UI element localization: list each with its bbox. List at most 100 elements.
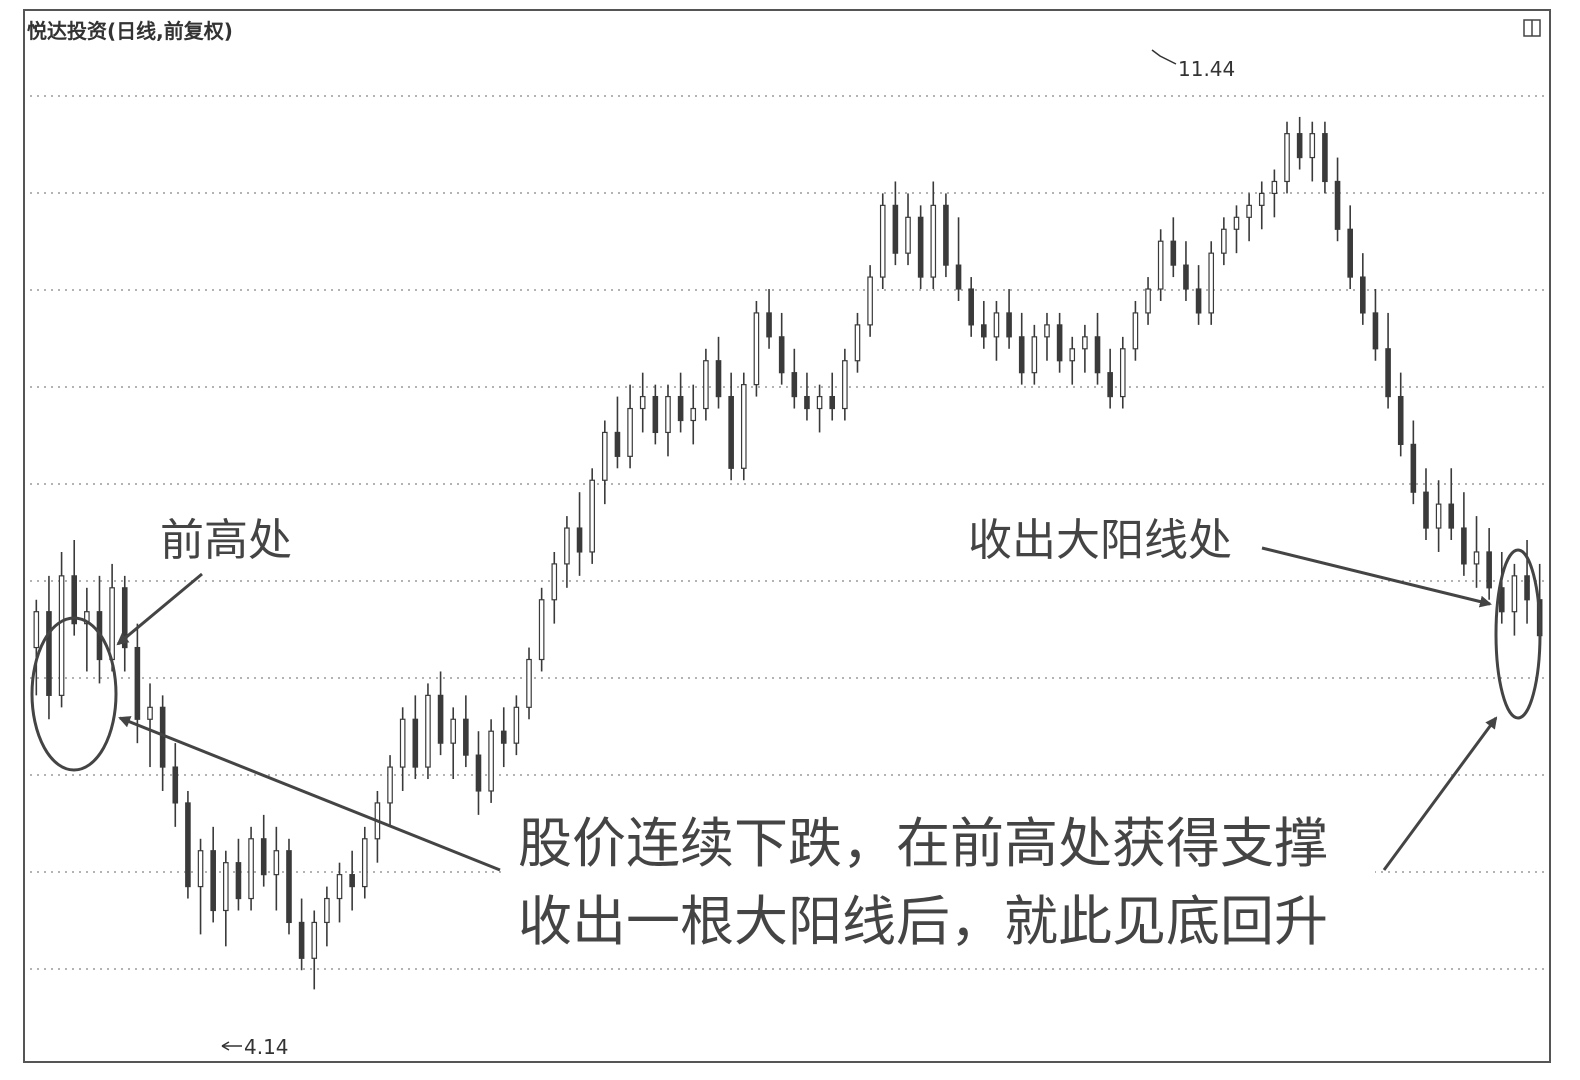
candle-body-up — [1145, 288, 1151, 314]
candle — [981, 300, 987, 349]
high-price-label: 11.44 — [1178, 57, 1235, 81]
candle — [753, 300, 760, 397]
candle — [1107, 348, 1113, 409]
note-line-2: 收出一根大阳线后，就此见底回升 — [518, 890, 1328, 953]
candle-body-down — [804, 395, 810, 410]
arrow-prev-high — [116, 572, 203, 646]
candle — [298, 898, 305, 971]
candle — [917, 205, 924, 290]
candle-body-up — [842, 360, 848, 410]
candle-body-down — [210, 850, 216, 912]
candle-body-down — [500, 730, 507, 744]
candle — [905, 193, 911, 266]
candle-body-up — [58, 575, 65, 696]
candle — [223, 850, 229, 947]
candle-body-up — [1473, 551, 1480, 565]
candle-body-up — [1069, 348, 1076, 362]
candle-body-down — [71, 575, 78, 625]
candle-body-up — [753, 312, 760, 386]
candle — [955, 217, 962, 301]
candle — [185, 790, 191, 899]
candle — [437, 671, 444, 756]
candle-body-up — [324, 897, 330, 924]
candle — [1233, 205, 1240, 254]
candle — [248, 826, 254, 911]
candle — [260, 814, 267, 887]
candle-body-up — [1132, 312, 1139, 350]
candle-body-down — [260, 838, 267, 876]
candle — [791, 348, 798, 409]
candle-body-up — [425, 694, 431, 768]
candle-body-up — [930, 204, 937, 278]
candle-body-up — [336, 874, 343, 900]
candle-body-up — [564, 527, 570, 565]
candle-body-up — [273, 850, 280, 876]
candle — [513, 695, 520, 756]
candle-body-down — [463, 718, 469, 756]
candle-body-down — [172, 766, 179, 804]
candle-body-down — [677, 395, 684, 422]
candle-body-up — [84, 611, 90, 625]
chart-frame-border — [23, 9, 1551, 1063]
candle — [1524, 540, 1530, 624]
candle — [46, 575, 52, 720]
candle-body-down — [185, 802, 191, 888]
candle-body-down — [298, 921, 305, 959]
candle — [197, 838, 204, 935]
candle — [1435, 480, 1442, 552]
candle-body-up — [1435, 503, 1442, 529]
candle — [842, 348, 848, 421]
candle — [564, 516, 570, 588]
candle-body-up — [1221, 228, 1227, 254]
candle-body-up — [1044, 324, 1050, 338]
candle-body-down — [1195, 288, 1202, 314]
candle — [892, 181, 899, 266]
label-bg-big-yang — [960, 510, 1260, 576]
candle-body-up — [248, 838, 254, 900]
candle — [399, 707, 406, 791]
candle-body-down — [955, 264, 962, 290]
candle — [1221, 217, 1227, 266]
candle — [766, 289, 772, 349]
candle-body-up — [1258, 192, 1265, 206]
candle — [1397, 372, 1404, 457]
candle — [728, 372, 734, 481]
candle-body-up — [690, 407, 697, 422]
candle — [589, 468, 595, 564]
candle — [1044, 312, 1050, 361]
candle-body-down — [1397, 395, 1404, 445]
candle-body-up — [1031, 336, 1038, 374]
candle — [1322, 121, 1328, 194]
candle — [614, 396, 621, 469]
candle-body-down — [917, 216, 924, 278]
candle — [1511, 563, 1518, 636]
candle — [235, 838, 242, 911]
prev-high-label: 前高处 — [160, 515, 292, 566]
candle-body-down — [778, 336, 785, 374]
candle-body-up — [1119, 348, 1126, 398]
candle — [1183, 241, 1189, 301]
candle-body-up — [854, 324, 861, 362]
candle-body-down — [968, 288, 974, 326]
candle-body-down — [1107, 372, 1113, 398]
candle — [1018, 312, 1025, 385]
candle — [1094, 312, 1101, 385]
restore-icon[interactable] — [1523, 19, 1541, 37]
candle — [665, 384, 671, 457]
candle — [1473, 516, 1480, 588]
candle-body-up — [1271, 180, 1278, 195]
candle-body-up — [1082, 336, 1088, 350]
candle-body-up — [450, 718, 457, 744]
candle — [1132, 300, 1139, 361]
candle-body-up — [488, 730, 494, 792]
candle — [1208, 241, 1215, 325]
candle — [1031, 324, 1038, 385]
candle — [1157, 229, 1164, 301]
candle — [639, 372, 646, 433]
candle-body-down — [437, 694, 444, 744]
candle-body-up — [1309, 133, 1316, 159]
candle-body-down — [1423, 491, 1429, 529]
candle-body-down — [943, 204, 949, 266]
candle — [1170, 217, 1177, 278]
candle-body-down — [1461, 527, 1467, 565]
